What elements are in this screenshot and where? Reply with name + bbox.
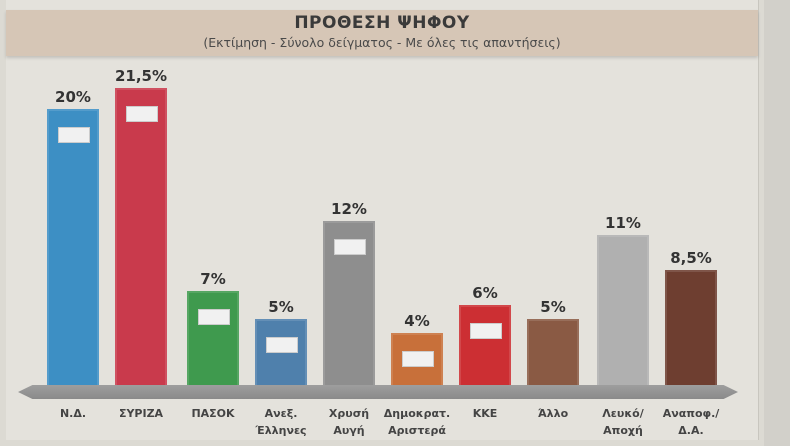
party-logo-icon: [470, 323, 502, 339]
category-label-line1: ΠΑΣΟΚ: [191, 407, 235, 420]
bar: [597, 235, 649, 389]
party-logo-icon: [266, 337, 298, 353]
party-logo-icon: [198, 309, 230, 325]
category-label-line2: Αριστερά: [388, 424, 446, 437]
party-logo-icon: [334, 239, 366, 255]
bar: [323, 221, 375, 389]
value-label: 8,5%: [670, 249, 712, 267]
category-label-line1: Δημοκρατ.: [383, 407, 451, 420]
category-label-line1: Χρυσή: [328, 407, 370, 420]
party-logo-icon: [402, 351, 434, 367]
bar: [47, 109, 99, 389]
bar: [391, 333, 443, 389]
chart-title: ΠΡΟΘΕΣΗ ΨΗΦΟΥ: [294, 13, 470, 33]
category-label: Χρυσή Αυγή: [304, 405, 394, 439]
category-label: Αναποφ./ Δ.Α.: [646, 405, 736, 439]
category-label-line2: Δ.Α.: [678, 424, 704, 437]
category-label-line1: Αναποφ./: [662, 407, 720, 420]
bar: [665, 270, 717, 389]
value-label: 4%: [404, 312, 430, 330]
value-label: 21,5%: [114, 67, 168, 85]
bar: [187, 291, 239, 389]
bar: [115, 88, 167, 389]
party-logo-icon: [58, 127, 90, 143]
value-label: 12%: [331, 200, 367, 218]
category-label-line1: ΣΥΡΙΖΑ: [118, 407, 164, 420]
category-label: Δημοκρατ. Αριστερά: [372, 405, 462, 439]
category-label: Λευκό/Αποχή: [578, 405, 668, 439]
category-label-line1: Λευκό/: [602, 407, 644, 420]
category-label: ΚΚΕ: [440, 405, 530, 422]
party-logo-icon: [126, 106, 158, 122]
value-label: 6%: [472, 284, 498, 302]
bar: [459, 305, 511, 389]
category-label-line2: Αποχή: [603, 424, 643, 437]
category-label-line1: ΚΚΕ: [472, 407, 498, 420]
page-edge: [764, 0, 790, 446]
chart-baseline: [18, 385, 738, 399]
value-label: 5%: [268, 298, 294, 316]
bar: [527, 319, 579, 389]
category-label-line2: Έλληνες: [255, 424, 307, 437]
chart-header: ΠΡΟΘΕΣΗ ΨΗΦΟΥ (Εκτίμηση - Σύνολο δείγματ…: [6, 10, 758, 56]
category-label: Ν.Δ.: [28, 405, 118, 422]
category-label-line1: Ανεξ.: [264, 407, 298, 420]
category-label: Άλλο: [508, 405, 598, 422]
category-label: ΣΥΡΙΖΑ: [96, 405, 186, 422]
value-label: 20%: [55, 88, 91, 106]
value-label: 7%: [200, 270, 226, 288]
chart-subtitle: (Εκτίμηση - Σύνολο δείγματος - Με όλες τ…: [203, 35, 561, 50]
category-label-line2: Αυγή: [333, 424, 365, 437]
value-label: 5%: [540, 298, 566, 316]
category-label: Ανεξ. Έλληνες: [236, 405, 326, 439]
category-label-line1: Άλλο: [537, 407, 569, 420]
category-label: ΠΑΣΟΚ: [168, 405, 258, 422]
bar: [255, 319, 307, 389]
value-label: 11%: [605, 214, 641, 232]
category-label-line1: Ν.Δ.: [59, 407, 87, 420]
